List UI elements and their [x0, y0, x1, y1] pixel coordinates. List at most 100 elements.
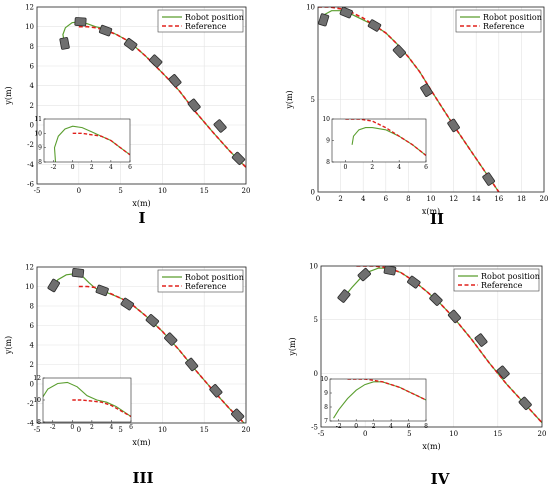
x-axis-label: x(m) [422, 442, 440, 451]
robot-marker [209, 384, 223, 398]
x-tick-label: 15 [493, 430, 502, 438]
y-tick-label: 6 [30, 322, 35, 330]
inset-x-tick-label: -2 [50, 424, 56, 431]
robot-marker [59, 37, 70, 50]
y-axis-label: y(m) [288, 337, 297, 356]
inset-x-tick-label: 2 [90, 424, 94, 431]
inset-content [345, 119, 426, 157]
y-tick-label: -5 [311, 424, 318, 432]
inset-area [44, 119, 130, 162]
y-tick-label: 8 [30, 43, 34, 51]
robot-marker [337, 289, 351, 303]
x-tick-label: -5 [34, 426, 41, 434]
x-tick-label: 20 [242, 187, 251, 195]
robot-marker [74, 17, 87, 27]
robot-marker [447, 309, 461, 324]
x-axis-label: x(m) [132, 199, 150, 208]
x-tick-label: 0 [363, 430, 367, 438]
inset-frame [331, 118, 427, 163]
y-tick-label: 4 [30, 82, 35, 90]
inset-reference-line [72, 132, 130, 156]
robot-marker [71, 267, 85, 278]
inset-x-tick-label: 8 [424, 423, 428, 430]
inset-y-tick-label: 10 [320, 376, 328, 383]
robot-marker [474, 333, 488, 347]
robot-marker [187, 98, 201, 112]
inset-y-tick-label: 9 [38, 145, 42, 152]
inset-x-tick-label: 4 [110, 424, 114, 431]
legend-reference-label: Reference [185, 282, 227, 291]
robot-marker [392, 44, 406, 59]
x-tick-label: 15 [200, 187, 209, 195]
axes-frame [36, 6, 247, 185]
inset-x-tick-label: 0 [70, 424, 74, 431]
legend-robot-label: Robot position [481, 272, 540, 281]
robot-marker [47, 278, 60, 293]
inset-frame [42, 377, 132, 423]
y-axis-label: y(m) [285, 90, 294, 109]
plot-content [59, 17, 246, 168]
legend-robot-label: Robot position [185, 13, 244, 22]
legend-box [453, 268, 540, 292]
x-tick-label: 0 [77, 426, 81, 434]
axes-frame [36, 266, 247, 424]
x-tick-label: 0 [316, 195, 320, 203]
inset-y-tick-label: 10 [33, 397, 41, 404]
robot-marker [496, 365, 510, 379]
x-tick-label: 16 [494, 195, 503, 203]
x-tick-label: 15 [200, 426, 209, 434]
axes-frame [317, 6, 545, 193]
x-tick-label: 8 [406, 195, 410, 203]
inset-x-tick-label: 6 [128, 164, 132, 171]
inset-x-tick-label: 0 [344, 164, 348, 171]
inset-area [43, 378, 131, 422]
inset-x-tick-label: 6 [407, 423, 411, 430]
legend-reference-label: Reference [481, 281, 523, 290]
legend-robot-label: Robot position [483, 13, 542, 22]
inset-y-tick-label: 10 [322, 116, 330, 123]
x-tick-label: 6 [384, 195, 389, 203]
grid [36, 266, 247, 424]
inset: -2 0 2 4 6 8 9 10 11 [34, 116, 132, 171]
robot-marker [168, 74, 182, 88]
panel-title: I [138, 209, 145, 227]
plot-content [47, 267, 246, 423]
inset-x-tick-label: 6 [424, 164, 428, 171]
robot-marker [514, 215, 527, 229]
robot-marker [407, 275, 421, 289]
robot-marker [120, 297, 135, 311]
x-tick-label: 4 [361, 195, 366, 203]
inset-reference-line [345, 119, 426, 157]
legend-reference-label: Reference [483, 22, 525, 31]
inset-frame [43, 118, 131, 163]
inset: -2 0 2 4 6 8 7 8 9 10 [320, 376, 428, 430]
x-tick-label: 10 [158, 426, 167, 434]
x-axis-label: x(m) [132, 438, 150, 447]
y-tick-label: 8 [30, 303, 34, 311]
x-tick-label: 18 [517, 195, 526, 203]
legend-robot-label: Robot position [185, 273, 244, 282]
robot-marker [231, 151, 246, 166]
inset-robot-line [53, 125, 130, 162]
x-tick-label: 5 [118, 426, 122, 434]
x-tick-label: 12 [449, 195, 458, 203]
reference-line [78, 285, 246, 423]
robot-marker [185, 357, 199, 372]
x-tick-label: 20 [538, 430, 547, 438]
panel-title: III [132, 469, 153, 487]
y-tick-label: 10 [25, 23, 34, 31]
inset-x-tick-label: -2 [336, 423, 342, 430]
y-tick-label: 2 [30, 361, 34, 369]
x-axis-label: x(m) [422, 207, 440, 216]
plot-content [318, 7, 527, 229]
robot-marker [367, 19, 382, 32]
inset-y-tick-label: 7 [324, 418, 328, 425]
robot-marker [213, 119, 227, 133]
inset-y-tick-label: 9 [324, 390, 328, 397]
x-tick-label: 2 [338, 195, 342, 203]
axes-frame [320, 265, 543, 428]
x-tick-label: 10 [427, 195, 436, 203]
